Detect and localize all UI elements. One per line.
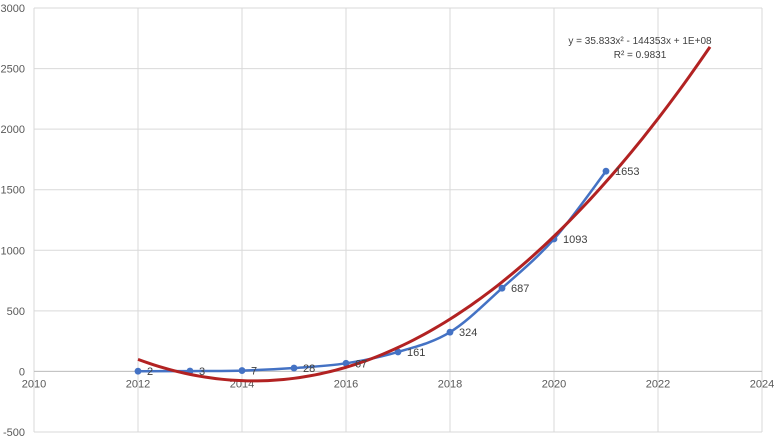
trendline-r-squared-text: R² = 0.9831	[614, 50, 667, 61]
grid	[33, 7, 763, 433]
x-tick-label: 2016	[334, 378, 358, 390]
y-tick-label: -500	[3, 427, 25, 439]
data-point	[602, 167, 610, 175]
y-tick-label: 1500	[1, 185, 25, 197]
data-point	[446, 328, 454, 336]
data-label: 2	[147, 366, 153, 378]
trendline-curve	[137, 45, 712, 383]
data-point	[134, 367, 142, 375]
y-tick-label: 500	[7, 306, 25, 318]
y-tick-label: 0	[19, 366, 25, 378]
data-label: 7	[251, 366, 257, 378]
data-label: 3	[199, 366, 205, 378]
data-label: 1653	[615, 166, 639, 178]
series-data	[134, 167, 610, 375]
series-line	[137, 170, 607, 373]
x-tick-label: 2022	[646, 378, 670, 390]
data-label: 324	[459, 327, 477, 339]
trendline-equation-text: y = 35.833x² - 144353x + 1E+08	[568, 36, 712, 47]
x-tick-label: 2020	[542, 378, 566, 390]
y-tick-label: 2000	[1, 124, 25, 136]
data-point	[498, 284, 506, 292]
trendline-equation: y = 35.833x² - 144353x + 1E+08 R² = 0.98…	[568, 36, 712, 61]
data-label: 1093	[563, 234, 587, 246]
data-label: 161	[407, 347, 425, 359]
trendline	[137, 45, 712, 383]
y-tick-label: 1000	[1, 245, 25, 257]
data-point	[394, 348, 402, 356]
y-tick-label: 3000	[1, 3, 25, 15]
y-tick-label: 2500	[1, 64, 25, 76]
x-tick-label: 2024	[750, 378, 774, 390]
data-point	[238, 367, 246, 374]
data-label: 687	[511, 283, 529, 295]
x-tick-label: 2012	[126, 378, 150, 390]
data-point	[342, 359, 350, 367]
data-labels: 2 3 7 28 67 161 324 687 1093 1653	[147, 166, 639, 378]
data-point	[290, 364, 298, 372]
x-tick-label: 2018	[438, 378, 462, 390]
x-tick-label: 2010	[22, 378, 46, 390]
data-label: 28	[303, 363, 315, 375]
data-label: 67	[355, 358, 367, 370]
